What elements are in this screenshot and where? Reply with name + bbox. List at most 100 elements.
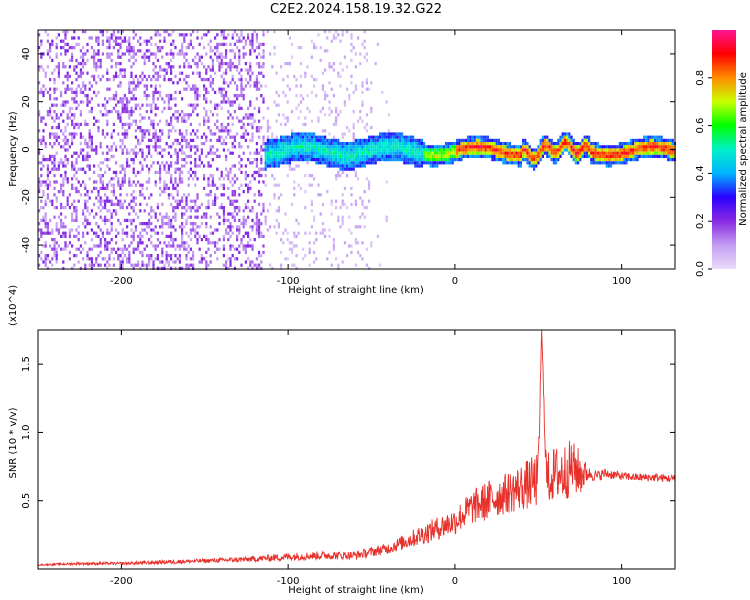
spectrogram-cell bbox=[159, 225, 162, 229]
spectrogram-cell bbox=[376, 151, 379, 155]
spectrogram-cell bbox=[249, 100, 252, 104]
spectrogram-cell bbox=[513, 148, 516, 152]
spectrogram-cell bbox=[106, 100, 109, 104]
spectrogram-cell bbox=[438, 158, 441, 162]
spectrogram-cell bbox=[84, 186, 87, 190]
spectrogram-cell bbox=[71, 122, 74, 126]
spectrogram-cell bbox=[398, 148, 401, 152]
spectrogram-cell bbox=[341, 193, 344, 197]
spectrogram-cell bbox=[321, 161, 324, 165]
spectrogram-cell bbox=[79, 71, 82, 75]
spectrogram-cell bbox=[269, 138, 272, 142]
spectrogram-cell bbox=[275, 158, 278, 162]
spectrogram-cell bbox=[225, 263, 228, 267]
spectrogram-cell bbox=[93, 52, 96, 56]
spectrogram-cell bbox=[128, 183, 131, 187]
spectrogram-cell bbox=[240, 222, 243, 226]
spectrogram-cell bbox=[115, 74, 118, 78]
spectrogram-cell bbox=[429, 158, 432, 162]
spectrogram-cell bbox=[361, 154, 364, 158]
spectrogram-cell bbox=[123, 52, 126, 56]
spectrogram-cell bbox=[579, 154, 582, 158]
spectrogram-cell bbox=[79, 193, 82, 197]
spectrogram-cell bbox=[66, 100, 69, 104]
spectrogram-cell bbox=[134, 129, 137, 133]
colorbar: 0.00.20.40.60.8 Normalized spectral ampl… bbox=[695, 30, 749, 277]
spectrogram-cell bbox=[97, 206, 100, 210]
spectrogram-cell bbox=[115, 145, 118, 149]
spectrogram-cell bbox=[196, 103, 199, 107]
spectrogram-cell bbox=[209, 110, 212, 114]
spectrogram-cell bbox=[357, 119, 360, 123]
spectrogram-cell bbox=[282, 241, 285, 245]
spectrogram-cell bbox=[156, 74, 159, 78]
spectrogram-cell bbox=[280, 250, 283, 254]
spectrogram-cell bbox=[629, 142, 632, 146]
spectrogram-cell bbox=[341, 135, 344, 139]
spectrogram-cell bbox=[368, 183, 371, 187]
spectrogram-cell bbox=[284, 158, 287, 162]
spectrogram-cell bbox=[141, 228, 144, 232]
spectrogram-cell bbox=[583, 151, 586, 155]
spectrogram-cell bbox=[71, 36, 74, 40]
spectrogram-cell bbox=[350, 142, 353, 146]
spectrogram-cell bbox=[86, 122, 89, 126]
spectrogram-cell bbox=[71, 228, 74, 232]
spectrogram-cell bbox=[306, 106, 309, 110]
spectrogram-cell bbox=[231, 78, 234, 82]
spectrogram-cell bbox=[541, 142, 544, 146]
spectrogram-cell bbox=[390, 132, 393, 136]
spectrogram-cell bbox=[420, 158, 423, 162]
spectrogram-cell bbox=[141, 55, 144, 59]
spectrogram-cell bbox=[156, 238, 159, 242]
spectrogram-cell bbox=[75, 161, 78, 165]
spectrogram-cell bbox=[236, 97, 239, 101]
spectrogram-cell bbox=[313, 84, 316, 88]
spectrogram-cell bbox=[374, 62, 377, 66]
spectrogram-cell bbox=[163, 164, 166, 168]
spectrogram-cell bbox=[423, 148, 426, 152]
spectrogram-cell bbox=[332, 142, 335, 146]
spectrogram-cell bbox=[229, 113, 232, 117]
spectrogram-cell bbox=[335, 116, 338, 120]
spectrogram-cell bbox=[442, 148, 445, 152]
spectrogram-cell bbox=[319, 212, 322, 216]
spectrogram-cell bbox=[134, 74, 137, 78]
spectrogram-cell bbox=[222, 234, 225, 238]
spectrogram-cell bbox=[167, 222, 170, 226]
spectrogram-cell bbox=[185, 263, 188, 267]
spectrogram-cell bbox=[557, 148, 560, 152]
spectrogram-cell bbox=[185, 113, 188, 117]
spectrogram-cell bbox=[629, 154, 632, 158]
spectrogram-cell bbox=[154, 30, 157, 34]
spectrogram-cell bbox=[236, 225, 239, 229]
spectrogram-cell bbox=[185, 199, 188, 203]
spectrogram-cell bbox=[174, 266, 177, 270]
spectrogram-cell bbox=[601, 145, 604, 149]
spectrogram-cell bbox=[662, 145, 665, 149]
spectrogram-cell bbox=[271, 148, 274, 152]
spectrogram-cell bbox=[405, 158, 408, 162]
spectrogram-cell bbox=[187, 145, 190, 149]
spectrogram-cell bbox=[189, 42, 192, 46]
spectrogram-cell bbox=[132, 234, 135, 238]
spectrogram-cell bbox=[667, 138, 670, 142]
spectrogram-cell bbox=[368, 180, 371, 184]
spectrogram-cell bbox=[194, 103, 197, 107]
spectrogram-cell bbox=[308, 148, 311, 152]
spectrogram-cell bbox=[49, 170, 52, 174]
spectrogram-cell bbox=[205, 97, 208, 101]
spectrogram-cell bbox=[431, 151, 434, 155]
spectrogram-cell bbox=[68, 65, 71, 69]
spectrogram-cell bbox=[632, 142, 635, 146]
spectrogram-cell bbox=[656, 135, 659, 139]
spectrogram-cell bbox=[227, 231, 230, 235]
spectrogram-cell bbox=[64, 74, 67, 78]
spectrogram-cell bbox=[110, 58, 113, 62]
spectrogram-cell bbox=[363, 145, 366, 149]
spectrogram-cell bbox=[165, 244, 168, 248]
spectrogram-cell bbox=[38, 180, 41, 184]
spectrogram-cell bbox=[258, 81, 261, 85]
spectrogram-cell bbox=[326, 151, 329, 155]
spectrogram-cell bbox=[607, 151, 610, 155]
